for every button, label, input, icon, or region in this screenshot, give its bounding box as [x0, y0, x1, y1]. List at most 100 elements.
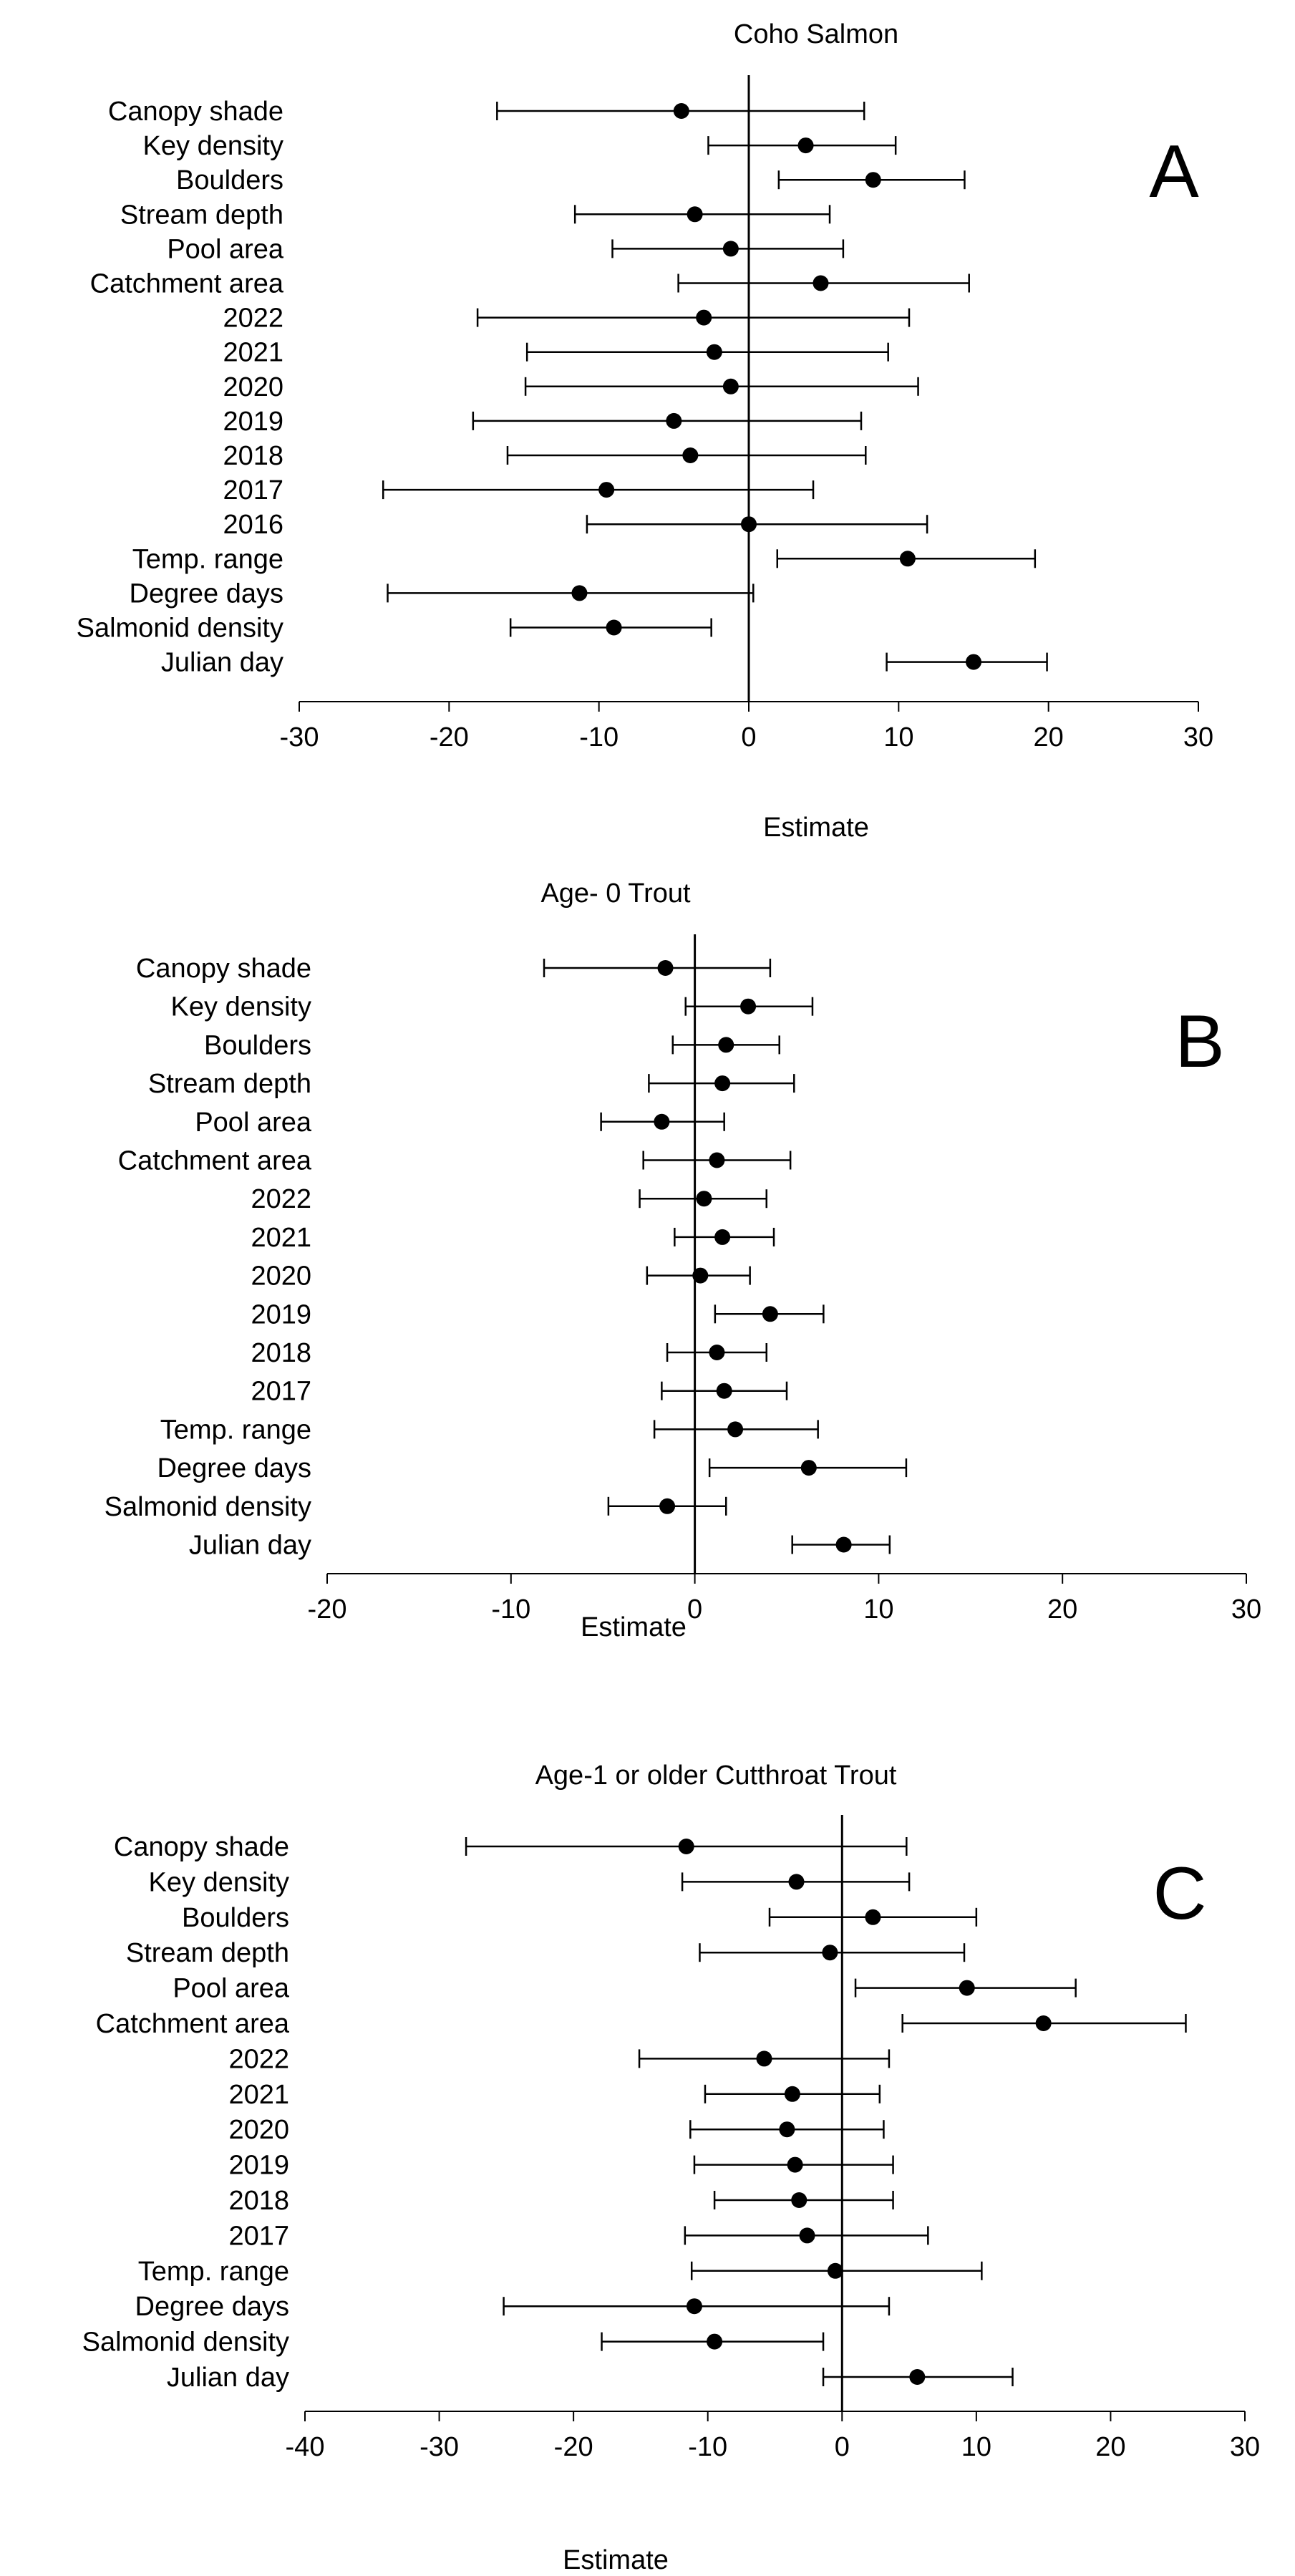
estimate-point	[606, 619, 622, 636]
x-tick-label: -10	[688, 2432, 727, 2462]
estimate-point	[686, 2298, 702, 2315]
category-label: 2020	[223, 372, 283, 402]
x-tick-label: 10	[961, 2432, 991, 2462]
estimate-point	[657, 960, 674, 976]
estimate-point	[654, 1113, 670, 1130]
chart-title: Age- 0 Trout	[540, 878, 691, 909]
estimate-point	[827, 2262, 843, 2279]
x-axis-title: Estimate	[763, 813, 869, 843]
x-tick-label: -40	[286, 2432, 325, 2462]
x-tick-label: 0	[835, 2432, 850, 2462]
estimate-point	[716, 1383, 732, 1399]
category-label: Key density	[149, 1867, 289, 1897]
estimate-point	[788, 1874, 805, 1890]
estimate-point	[1035, 2015, 1052, 2031]
category-label: Temp. range	[160, 1415, 311, 1445]
estimate-point	[740, 998, 757, 1015]
estimate-point	[709, 1345, 725, 1360]
x-tick-label: 0	[687, 1594, 702, 1624]
estimate-point	[762, 1306, 778, 1322]
estimate-point	[687, 206, 703, 223]
estimate-point	[959, 1980, 975, 1996]
category-label: Key density	[171, 992, 311, 1022]
estimate-point	[756, 2050, 772, 2067]
category-label: Catchment area	[96, 2009, 290, 2039]
category-label: 2017	[251, 1377, 311, 1407]
category-label: Degree days	[157, 1453, 311, 1483]
category-label: 2022	[251, 1184, 311, 1214]
estimate-point	[779, 2121, 795, 2138]
category-label: 2021	[228, 2080, 289, 2110]
x-tick-label: 30	[1230, 2432, 1260, 2462]
estimate-point	[784, 2086, 800, 2102]
category-label: 2018	[228, 2186, 289, 2216]
category-label: Stream depth	[148, 1069, 311, 1099]
chart-title: Coho Salmon	[734, 19, 898, 49]
x-tick-label: -10	[491, 1594, 530, 1624]
estimate-point	[714, 1229, 731, 1245]
estimate-point	[835, 1536, 852, 1553]
x-tick-label: 0	[741, 722, 756, 752]
panel-c: Age-1 or older Cutthroat Trout C -40 -30 -20…	[82, 1761, 1261, 2575]
chart-title: Age-1 or older Cutthroat Trout	[535, 1761, 897, 1791]
estimate-point	[706, 344, 722, 360]
category-label: 2018	[223, 441, 283, 471]
estimate-point	[741, 516, 757, 533]
category-label: Pool area	[173, 1974, 290, 2004]
category-label: Boulders	[204, 1030, 311, 1060]
panel-letter: B	[1175, 1000, 1224, 1083]
category-label: Canopy shade	[108, 97, 283, 127]
x-tick-label: -30	[419, 2432, 459, 2462]
category-label: Boulders	[176, 165, 283, 195]
estimate-point	[598, 482, 615, 498]
category-label: Catchment area	[90, 269, 284, 299]
category-label: Key density	[143, 131, 283, 161]
category-label: Canopy shade	[114, 1832, 289, 1862]
category-label: 2021	[251, 1223, 311, 1253]
panel-a: Coho Salmon A -30 -20 -10 0 10 20 30 Estimate Cano…	[77, 19, 1214, 843]
category-label: Stream depth	[126, 1938, 289, 1968]
category-label: Pool area	[195, 1108, 312, 1138]
x-tick-label: -20	[430, 722, 469, 752]
x-tick-label: 20	[1034, 722, 1064, 752]
panel-letter: A	[1149, 130, 1199, 213]
x-tick-label: 20	[1095, 2432, 1125, 2462]
estimate-point	[696, 309, 712, 326]
panel-b: Age- 0 Trout B -20 -10 0 10 20 30 Estimate Canopy…	[105, 878, 1262, 1642]
category-label: 2020	[251, 1262, 311, 1292]
x-axis-title: Estimate	[581, 1612, 687, 1642]
estimate-point	[800, 1460, 817, 1476]
x-tick-label: -30	[280, 722, 319, 752]
estimate-point	[718, 1037, 734, 1053]
x-tick-label: 20	[1047, 1594, 1077, 1624]
x-axis-title: Estimate	[563, 2545, 669, 2575]
estimate-point	[865, 1909, 881, 1925]
estimate-point	[791, 2192, 807, 2208]
category-label: Degree days	[135, 2292, 289, 2322]
x-tick-label: -20	[308, 1594, 347, 1624]
category-label: Temp. range	[138, 2257, 289, 2287]
estimate-point	[787, 2156, 803, 2173]
category-label: Julian day	[167, 2363, 289, 2393]
category-label: 2018	[251, 1338, 311, 1368]
category-label: Catchment area	[118, 1146, 312, 1176]
estimate-point	[692, 1267, 709, 1284]
x-tick-label: 10	[883, 722, 913, 752]
estimate-point	[722, 241, 739, 257]
estimate-point	[899, 551, 916, 567]
category-label: 2017	[228, 2221, 289, 2251]
estimate-point	[714, 1075, 731, 1092]
estimate-point	[822, 1945, 838, 1961]
x-tick-label: 10	[863, 1594, 893, 1624]
estimate-point	[696, 1191, 712, 1207]
category-label: Salmonid density	[77, 614, 283, 644]
estimate-point	[682, 447, 699, 463]
category-label: Julian day	[189, 1531, 311, 1561]
category-label: 2019	[251, 1299, 311, 1330]
estimate-point	[678, 1839, 694, 1854]
estimate-point	[709, 1152, 725, 1168]
category-label: Stream depth	[120, 200, 283, 230]
category-label: 2017	[223, 475, 283, 505]
estimate-point	[865, 172, 881, 188]
